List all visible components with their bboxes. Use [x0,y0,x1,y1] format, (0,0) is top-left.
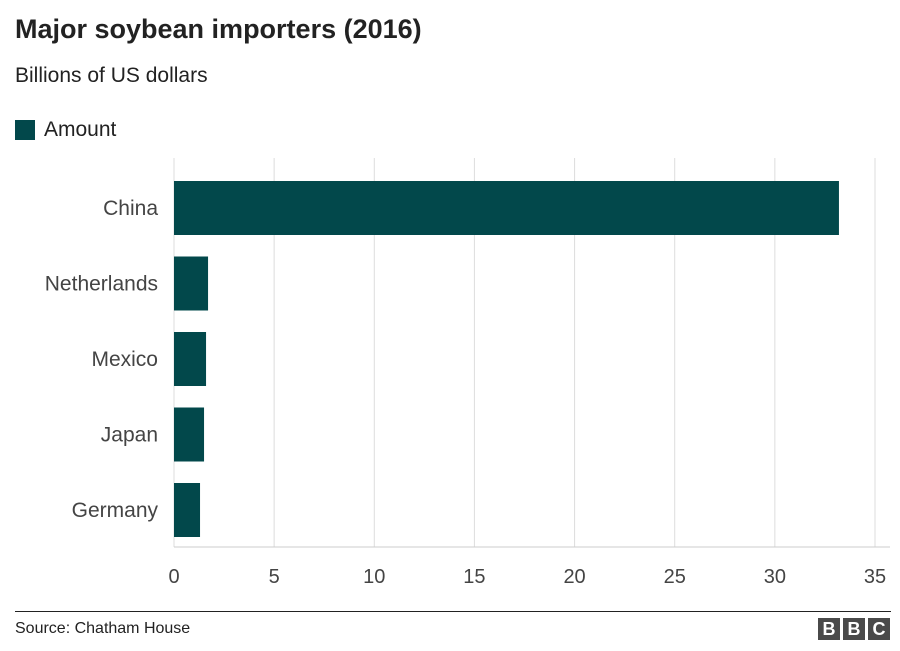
logo-block: B [818,618,840,640]
bar [174,181,839,235]
bar [174,407,205,462]
x-tick-label: 35 [864,566,886,588]
legend-swatch [15,120,35,140]
category-label: Mexico [91,348,158,371]
category-label: China [103,197,158,220]
x-tick-label: 20 [563,566,585,588]
chart-title: Major soybean importers (2016) [15,14,422,44]
category-label: Netherlands [45,273,158,296]
x-tick-label: 15 [463,566,485,588]
x-tick-label: 5 [269,566,280,588]
category-label: Japan [101,424,158,447]
bbc-logo: B B C [818,618,890,640]
x-tick-label: 30 [764,566,786,588]
bar [174,332,207,386]
x-tick-label: 25 [664,566,686,588]
logo-block: C [868,618,890,640]
logo-block: B [843,618,865,640]
x-tick-label: 10 [363,566,385,588]
legend: Amount [15,118,116,142]
source-note: Source: Chatham House [15,620,191,637]
category-label: Germany [72,499,159,522]
bar-chart: 0 5 10 15 20 25 30 35 China Netherlands Mexico Japa… [45,158,890,588]
legend-label: Amount [44,118,117,141]
chart-subtitle: Billions of US dollars [15,64,208,87]
bar [174,256,209,311]
bar [174,483,201,537]
x-tick-label: 0 [168,566,179,588]
footer-divider [15,611,891,612]
